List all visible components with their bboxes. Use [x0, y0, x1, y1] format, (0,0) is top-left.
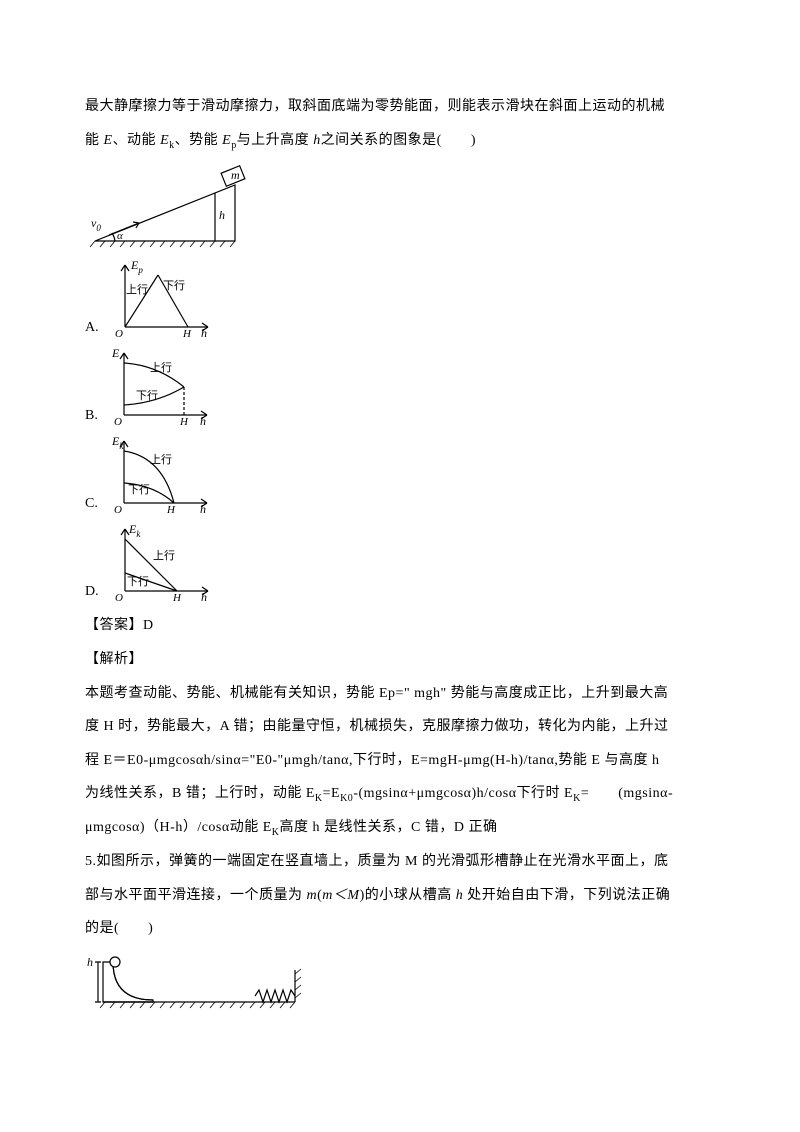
q4-c1: 、动能: [113, 133, 157, 148]
d-H: H: [172, 592, 182, 603]
b-O: O: [114, 416, 122, 427]
q5-h-label: h: [87, 955, 93, 969]
q5-line1: 5.如图所示，弹簧的一端固定在竖直墙上，质量为 M 的光滑弧形槽静止在光滑水平面…: [85, 845, 715, 879]
ex-p4-K2: K: [573, 793, 581, 804]
q5-m: m: [307, 888, 318, 903]
option-a-row: A. Ep O H h 上行 下行: [85, 257, 715, 339]
b-h: h: [200, 414, 206, 427]
option-c-row: C. Ek O H h 上行 下行: [85, 433, 715, 515]
option-d-row: D. Ek O H h 上行 下行: [85, 521, 715, 603]
c-up: 上行: [150, 453, 172, 466]
incline-alpha: α: [117, 230, 123, 242]
page: 最大静摩擦力等于滑动摩擦力，取斜面底端为零势能面，则能表示滑块在斜面上运动的机械…: [0, 0, 800, 1132]
option-a-svg: Ep O H h 上行 下行: [103, 257, 218, 339]
explain-p2: 度 H 时，势能最大，A 错；由能量守恒，机械损失，克服摩擦力做功，转化为内能，…: [85, 710, 715, 744]
incline-h: h: [219, 208, 225, 222]
d-up: 上行: [153, 549, 175, 562]
d-ysub: k: [136, 529, 141, 539]
q5-line2: 部与水平面平滑连接，一个质量为 m(m＜M)的小球从槽高 h 处开始自由下滑，下…: [85, 879, 715, 913]
q4-Ek: E: [160, 133, 169, 148]
ex-p4-mid: =E: [323, 786, 340, 801]
explain-label: 【解析】: [85, 643, 715, 677]
option-b-letter: B.: [85, 409, 98, 427]
c-h: h: [200, 502, 206, 515]
a-h: h: [201, 326, 207, 339]
ex-p5-K: K: [272, 827, 280, 838]
incline-svg: m v0 h α: [85, 163, 260, 251]
svg-text:v0: v0: [91, 216, 101, 233]
a-O: O: [115, 328, 123, 339]
explain-p4: 为线性关系，B 错；上行时，动能 EK=EK0-(mgsinα+μmgcosα)…: [85, 777, 715, 811]
q5-p2-mid: 的小球从槽高: [365, 888, 456, 903]
answer-line: 【答案】D: [85, 609, 715, 643]
option-c-svg: Ek O H h 上行 下行: [102, 433, 217, 515]
option-c-letter: C.: [85, 497, 98, 515]
q5-p2-suffix: 处开始自由下滑，下列说法正确: [463, 888, 670, 903]
incline-m: m: [231, 168, 240, 182]
option-b-row: B. E O H h 上行 下行: [85, 345, 715, 427]
ex-p5-suffix: 高度 h 是线性关系，C 错，D 正确: [280, 820, 498, 835]
svg-text:Ek: Ek: [128, 522, 141, 539]
answer-label: 【答案】: [85, 618, 143, 633]
explain-p3: 程 E＝E0-μmgcosαh/sinα="E0-"μmgh/tanα,下行时，…: [85, 744, 715, 778]
q4-E: E: [104, 133, 113, 148]
ex-p4-suffix: = (mgsinα-: [581, 786, 673, 801]
d-down: 下行: [127, 575, 149, 588]
option-b-svg: E O H h 上行 下行: [102, 345, 217, 427]
a-up: 上行: [126, 283, 148, 296]
c-O: O: [114, 504, 122, 515]
q5-diagram: h: [85, 952, 715, 1014]
option-d-letter: D.: [85, 585, 99, 603]
b-ylabel: E: [111, 346, 120, 360]
explain-p1: 本题考查动能、势能、机械能有关知识，势能 Ep=" mgh" 势能与高度成正比，…: [85, 677, 715, 711]
q5-svg: h: [85, 952, 315, 1014]
q4-intro-line1: 最大静摩擦力等于滑动摩擦力，取斜面底端为零势能面，则能表示滑块在斜面上运动的机械: [85, 90, 715, 124]
q4-l2-mid: 与上升高度: [237, 133, 310, 148]
a-ysub: p: [137, 265, 143, 275]
q4-intro-line2: 能 E、动能 Ek、势能 Ep与上升高度 h之间关系的图象是( ): [85, 124, 715, 158]
q4-incline-diagram: m v0 h α: [85, 163, 715, 251]
svg-text:Ep: Ep: [130, 258, 143, 275]
q5-p1: 如图所示，弹簧的一端固定在竖直墙上，质量为 M 的光滑弧形槽静止在光滑水平面上，…: [97, 854, 669, 869]
answer-value: D: [143, 618, 154, 633]
q4-h: h: [313, 133, 321, 148]
option-d-svg: Ek O H h 上行 下行: [103, 521, 218, 603]
d-O: O: [115, 592, 123, 603]
b-H: H: [179, 416, 189, 427]
ex-p4-mid2: -(mgsinα+μmgcosα)h/cosα下行时 E: [353, 786, 573, 801]
b-down: 下行: [136, 389, 158, 402]
c-H: H: [166, 504, 176, 515]
q4-intro-l2-prefix: 能: [85, 133, 100, 148]
c-down: 下行: [128, 483, 150, 496]
incline-v0-sub: 0: [96, 223, 101, 233]
option-a-letter: A.: [85, 321, 99, 339]
ex-p4-prefix: 为线性关系，B 错；上行时，动能 E: [85, 786, 315, 801]
q5-num: 5.: [85, 854, 97, 869]
q4-Ep: E: [222, 133, 231, 148]
b-up: 上行: [150, 361, 172, 374]
ex-p4-K0: K0: [340, 793, 353, 804]
d-h: h: [201, 590, 207, 603]
q5-p2-prefix: 部与水平面平滑连接，一个质量为: [85, 888, 307, 903]
a-H: H: [182, 328, 192, 339]
q5-mltM: m＜M: [322, 888, 359, 903]
ex-p5-prefix: μmgcosα)（H-h）/cosα动能 E: [85, 820, 272, 835]
svg-text:Ek: Ek: [111, 434, 124, 451]
ex-p4-K1: K: [315, 793, 323, 804]
explain-p5: μmgcosα)（H-h）/cosα动能 EK高度 h 是线性关系，C 错，D …: [85, 811, 715, 845]
q4-c2: 、势能: [175, 133, 219, 148]
a-down: 下行: [163, 279, 185, 292]
q5-line3: 的是( ): [85, 912, 715, 946]
q4-l2-suffix: 之间关系的图象是( ): [321, 133, 476, 148]
